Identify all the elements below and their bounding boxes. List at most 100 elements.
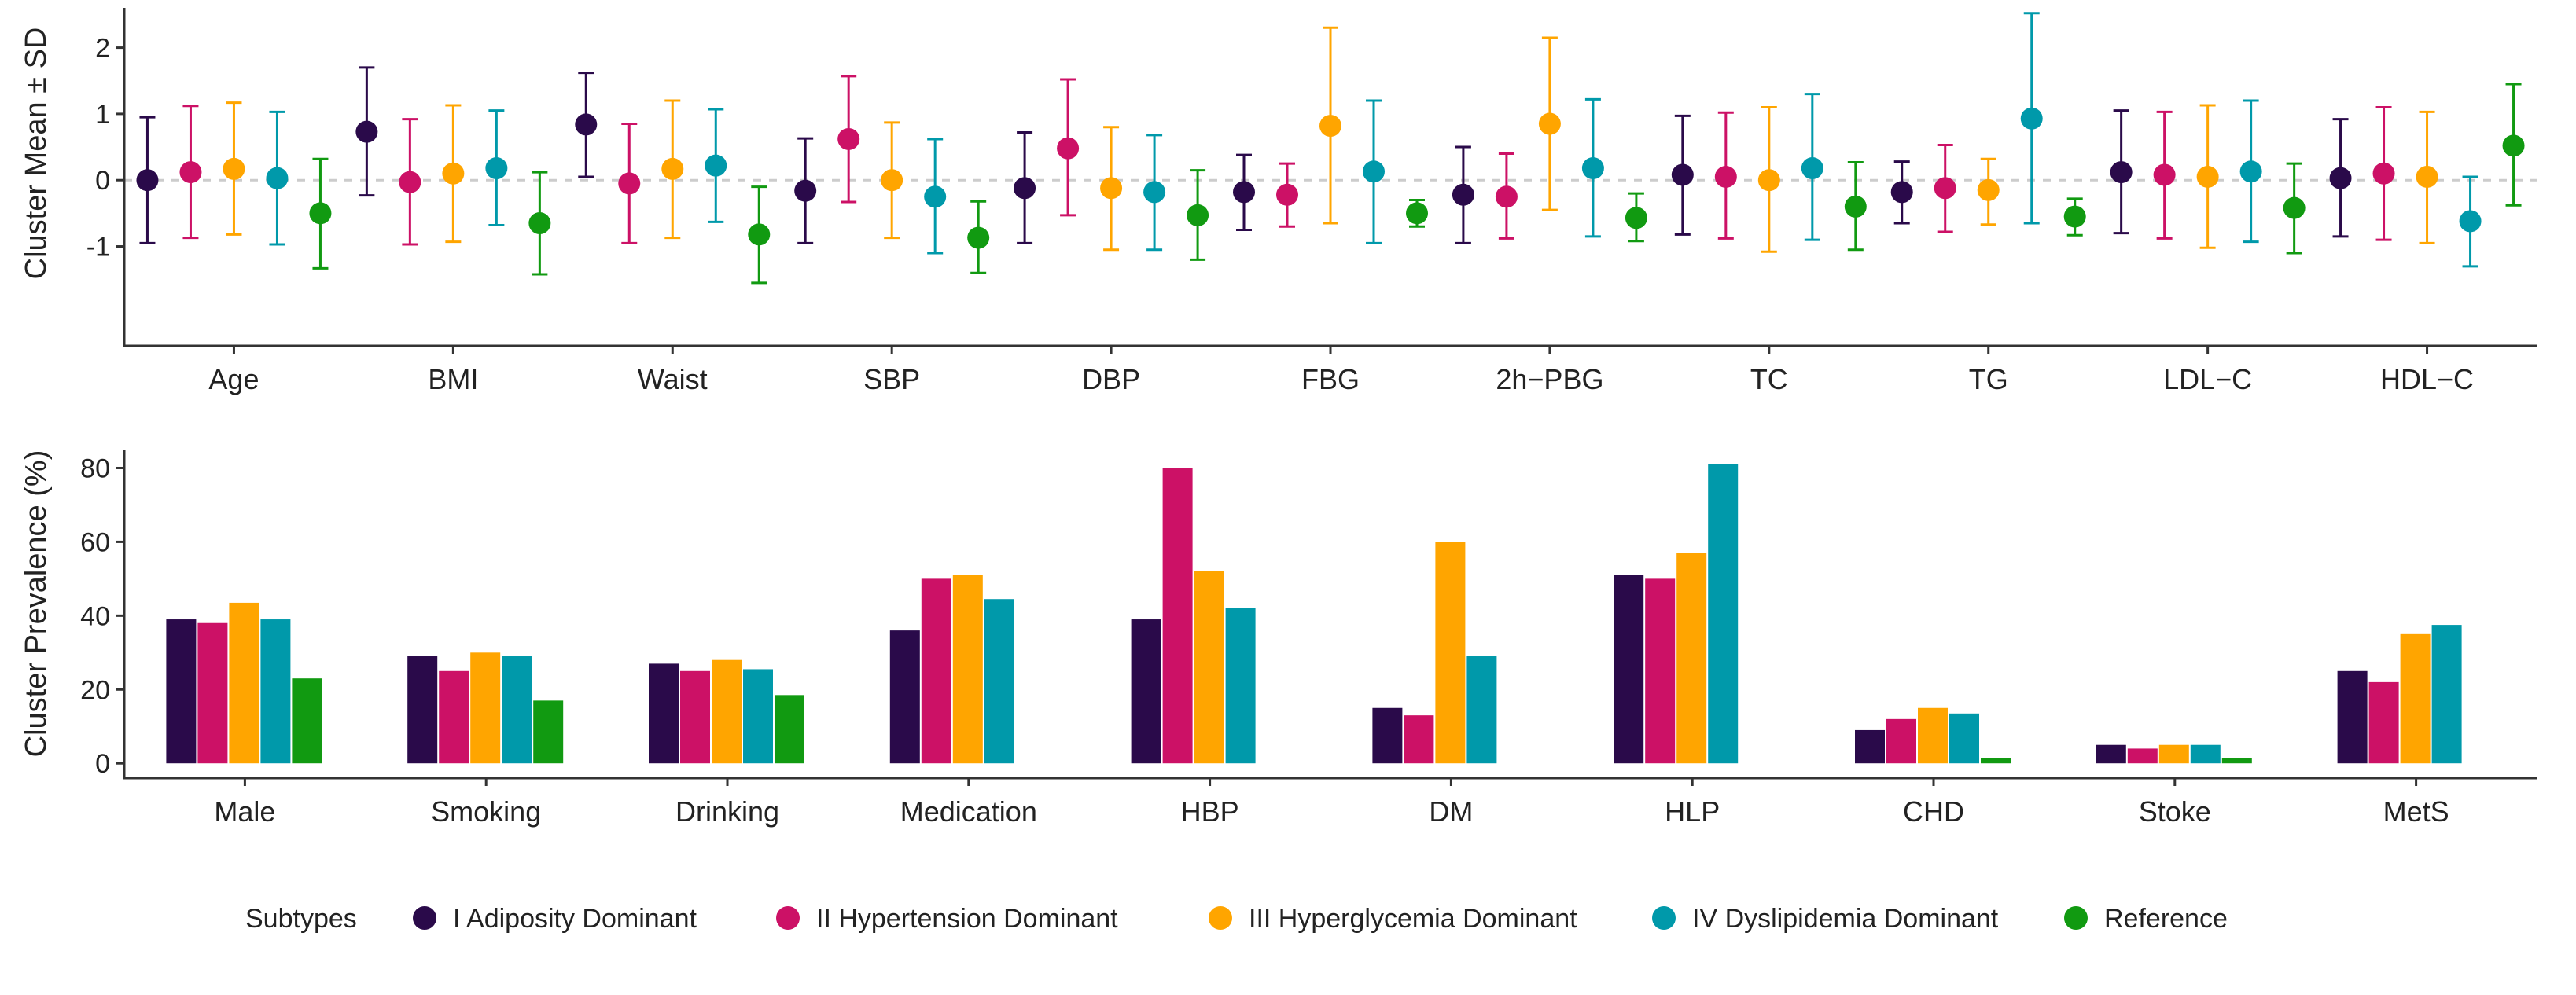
prevalence-bar <box>439 670 469 764</box>
prevalence-bar <box>889 630 920 764</box>
top-x-tick-label: 2h−PBG <box>1496 363 1603 395</box>
top-x-tick-label: TG <box>1969 363 2008 395</box>
bottom-y-axis-title: Cluster Prevalence (%) <box>20 450 53 758</box>
legend-swatch <box>1652 906 1676 930</box>
top-x-tick-labels: Age BMI Waist SBP DBP FBG 2h−PBG TC TG LDL−C HDL−C <box>208 346 2474 395</box>
top-x-tick-label: SBP <box>863 363 920 395</box>
bottom-panel-bar-chart: Cluster Prevalence (%) 0 20 40 60 80 Male Smo… <box>20 450 2537 828</box>
bottom-y-tick-label: 60 <box>80 527 110 557</box>
mean-point <box>1363 160 1385 183</box>
mean-point <box>485 157 508 180</box>
prevalence-bar <box>2368 681 2399 764</box>
prevalence-bar <box>502 656 532 764</box>
prevalence-bar <box>775 695 804 764</box>
bottom-x-tick-label: HLP <box>1665 795 1720 828</box>
prevalence-bar <box>1194 571 1224 764</box>
prevalence-bar <box>1435 542 1466 764</box>
legend-swatch <box>1209 906 1232 930</box>
mean-point <box>661 157 684 180</box>
bottom-x-tick-label: Stoke <box>2139 795 2211 828</box>
bottom-x-tick-label: CHD <box>1903 795 1964 828</box>
prevalence-bar <box>197 622 228 764</box>
mean-point <box>266 167 289 189</box>
bottom-bars <box>166 464 2462 764</box>
prevalence-bar <box>533 700 564 764</box>
prevalence-bar <box>1466 656 1497 764</box>
mean-point <box>2329 167 2352 189</box>
prevalence-bar <box>470 652 501 764</box>
mean-point <box>2459 210 2482 233</box>
top-axis-lines <box>123 8 2537 347</box>
mean-point <box>575 113 598 136</box>
prevalence-bar <box>2190 744 2221 764</box>
prevalence-bar <box>1918 707 1948 764</box>
mean-point <box>2239 160 2262 183</box>
bottom-x-tick-label: DM <box>1429 795 1473 828</box>
mean-point <box>1671 163 1694 186</box>
legend-label: I Adiposity Dominant <box>453 904 697 934</box>
prevalence-bar <box>1886 718 1916 764</box>
legend-items: I Adiposity Dominant II Hypertension Domi… <box>413 904 2228 934</box>
bottom-axis-lines <box>123 450 2537 780</box>
prevalence-bar <box>2337 670 2368 764</box>
mean-point <box>1014 177 1036 200</box>
top-panel-errorbar-chart: Cluster Mean ± SD -1 0 1 2 Age BMI Waist SBP DB… <box>20 8 2537 395</box>
mean-point <box>1187 204 1209 226</box>
prevalence-bar <box>407 656 438 764</box>
bottom-y-tick-label: 40 <box>80 601 110 631</box>
prevalence-bar <box>1131 619 1161 764</box>
legend-label: Reference <box>2104 904 2228 934</box>
legend: Subtypes I Adiposity Dominant II Hyperten… <box>245 904 2228 934</box>
mean-point <box>399 171 421 193</box>
prevalence-bar <box>1225 608 1256 764</box>
mean-point <box>2153 163 2176 186</box>
legend-swatch <box>413 906 436 930</box>
mean-point <box>1977 178 2000 201</box>
mean-point <box>2502 134 2525 157</box>
top-x-tick-label: Waist <box>638 363 708 395</box>
top-y-tick-label: -1 <box>86 233 110 263</box>
legend-title: Subtypes <box>245 904 357 934</box>
legend-label: IV Dyslipidemia Dominant <box>1692 904 1999 934</box>
top-x-tick-label: LDL−C <box>2163 363 2252 395</box>
mean-point <box>1057 137 1080 160</box>
top-series-marks <box>136 12 2525 285</box>
mean-point <box>1538 112 1561 135</box>
top-y-tick-label: 2 <box>95 34 110 64</box>
bottom-x-tick-label: Smoking <box>431 795 541 828</box>
top-y-axis-title: Cluster Mean ± SD <box>20 28 53 280</box>
mean-point <box>881 169 903 192</box>
mean-point <box>1581 157 1604 180</box>
prevalence-bar <box>229 602 259 764</box>
mean-point <box>2283 196 2306 219</box>
bottom-x-tick-label: Male <box>214 795 275 828</box>
mean-point <box>1233 181 1255 204</box>
top-y-ticks: -1 0 1 2 <box>86 34 124 263</box>
bottom-x-tick-label: MetS <box>2383 795 2449 828</box>
mean-point <box>2063 205 2086 228</box>
bottom-y-ticks: 0 20 40 60 80 <box>80 453 124 779</box>
mean-point <box>442 162 465 185</box>
prevalence-bar <box>649 663 679 764</box>
prevalence-bar <box>743 669 773 764</box>
bottom-x-tick-label: HBP <box>1181 795 1239 828</box>
prevalence-bar <box>712 659 742 764</box>
mean-point <box>1406 202 1428 225</box>
mean-point <box>528 212 551 235</box>
mean-point <box>355 120 378 143</box>
prevalence-bar <box>1981 758 2011 764</box>
mean-point <box>309 202 332 225</box>
legend-swatch <box>2064 906 2088 930</box>
mean-point <box>748 223 771 246</box>
prevalence-bar <box>680 670 710 764</box>
mean-point <box>924 185 947 208</box>
mean-point <box>2372 162 2395 185</box>
prevalence-bar <box>1614 575 1644 764</box>
mean-point <box>2110 161 2133 184</box>
legend-label: III Hyperglycemia Dominant <box>1249 904 1577 934</box>
prevalence-bar <box>1372 707 1403 764</box>
mean-point <box>618 172 641 195</box>
mean-point <box>967 226 990 249</box>
mean-point <box>1625 207 1647 229</box>
